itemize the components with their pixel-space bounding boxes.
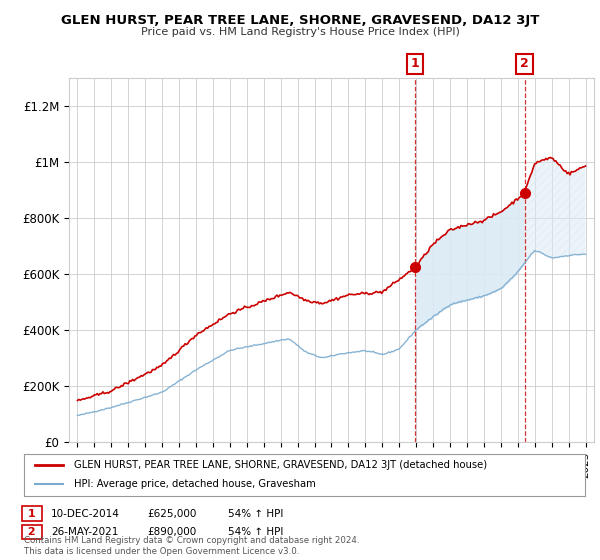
Text: 2: 2 [24,527,40,537]
Text: £625,000: £625,000 [147,508,196,519]
Text: Price paid vs. HM Land Registry's House Price Index (HPI): Price paid vs. HM Land Registry's House … [140,27,460,37]
Text: £890,000: £890,000 [147,527,196,537]
Text: 1: 1 [24,508,40,519]
Text: 2: 2 [520,57,529,71]
Text: 26-MAY-2021: 26-MAY-2021 [51,527,118,537]
Text: 10-DEC-2014: 10-DEC-2014 [51,508,120,519]
Text: GLEN HURST, PEAR TREE LANE, SHORNE, GRAVESEND, DA12 3JT: GLEN HURST, PEAR TREE LANE, SHORNE, GRAV… [61,14,539,27]
Text: 54% ↑ HPI: 54% ↑ HPI [228,527,283,537]
Text: GLEN HURST, PEAR TREE LANE, SHORNE, GRAVESEND, DA12 3JT (detached house): GLEN HURST, PEAR TREE LANE, SHORNE, GRAV… [74,460,488,470]
Text: 54% ↑ HPI: 54% ↑ HPI [228,508,283,519]
Text: 1: 1 [411,57,419,71]
Text: HPI: Average price, detached house, Gravesham: HPI: Average price, detached house, Grav… [74,479,316,489]
Text: Contains HM Land Registry data © Crown copyright and database right 2024.
This d: Contains HM Land Registry data © Crown c… [24,536,359,556]
